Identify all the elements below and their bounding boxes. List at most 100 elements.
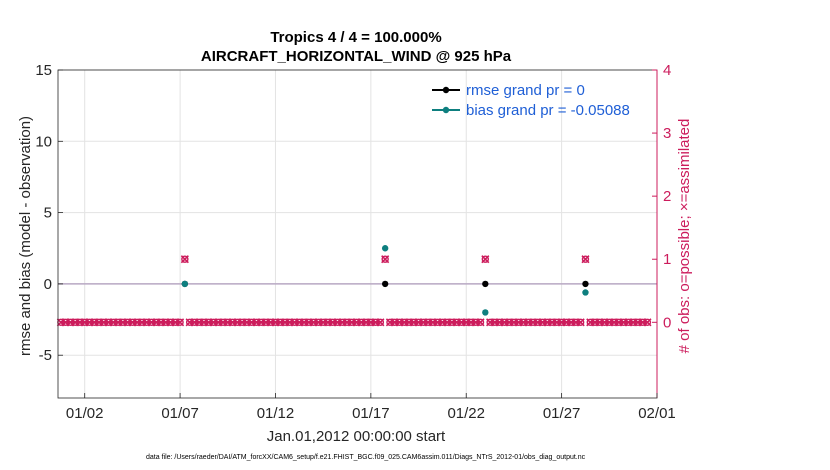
obs-possible-marker [395,318,404,327]
obs-possible-marker [638,318,647,327]
obs-possible-marker [605,318,614,327]
y-right-tick-label: 0 [663,314,671,331]
obs-possible-marker [529,318,537,327]
obs-possible-marker [519,318,528,327]
obs-possible-marker [214,318,222,327]
obs-possible-marker [553,318,561,327]
obs-possible-marker [247,318,256,327]
obs-assimilated-marker [481,255,490,264]
obs-possible-marker [128,318,137,327]
obs-possible-marker [114,318,122,327]
rmse-point [582,280,589,288]
obs-possible-marker [576,318,585,327]
obs-possible-marker [510,318,518,327]
bias-point [181,280,189,288]
obs-possible-marker [76,318,84,327]
obs-possible-marker [629,318,637,327]
obs-possible-marker [205,318,213,327]
obs-possible-marker [324,318,332,327]
obs-possible-marker [371,318,380,327]
obs-possible-marker [457,318,466,327]
obs-possible-marker [66,318,75,327]
obs-possible-marker [100,318,108,327]
obs-possible-marker [619,318,628,327]
obs-possible-marker [71,318,79,327]
legend-bias-marker [442,106,450,114]
legend-rmse-label: rmse grand pr = 0 [466,82,585,99]
obs-possible-marker [286,318,294,327]
obs-possible-marker [157,318,165,327]
obs-possible-marker [472,318,480,327]
obs-possible-marker [376,318,385,327]
obs-possible-marker [581,255,590,263]
obs-possible-marker [500,318,509,327]
obs-possible-marker [567,318,575,327]
obs-possible-marker [143,318,151,327]
y-right-tick-label: 3 [663,125,671,142]
obs-count-point [180,255,189,264]
obs-possible-marker [433,318,442,327]
obs-possible-marker [462,318,470,327]
obs-possible-marker [600,318,609,327]
obs-possible-marker [534,318,542,327]
obs-possible-marker [238,318,246,327]
obs-possible-marker [271,318,280,327]
obs-count-point [581,255,590,264]
obs-possible-marker [257,318,265,327]
x-tick-label: 01/07 [161,405,199,422]
obs-possible-marker [162,318,170,327]
rmse-point [381,280,389,288]
obs-possible-marker [486,318,494,327]
obs-count-point [376,318,385,327]
legend-bias-label: bias grand pr = -0.05088 [466,102,630,119]
obs-possible-marker [634,318,642,327]
x-tick-label: 01/02 [66,405,104,422]
y-right-tick-label: 4 [663,62,671,79]
obs-possible-marker [267,318,275,327]
obs-possible-marker [562,318,571,327]
y-right-tick-label: 2 [663,188,671,205]
obs-assimilated-marker [581,255,590,264]
obs-possible-marker [452,318,461,327]
obs-possible-marker [176,318,184,327]
obs-possible-marker [367,318,375,327]
obs-possible-marker [400,318,408,327]
obs-possible-marker [514,318,523,327]
chart-title-line1: Tropics 4 / 4 = 100.000% [270,29,441,46]
obs-possible-marker [557,318,566,327]
obs-possible-marker [424,318,432,327]
obs-count-point [576,318,585,327]
obs-possible-marker [190,318,199,327]
obs-possible-marker [495,318,504,327]
obs-possible-marker [200,318,208,327]
obs-possible-marker [181,255,189,263]
obs-possible-marker [290,318,299,327]
obs-count-point [643,318,652,327]
obs-possible-marker [133,318,141,327]
y-axis-label-left: rmse and bias (model - observation) [17,116,34,356]
y-axis-label-right: # of obs: o=possible; ×=assimilated [676,119,693,354]
obs-assimilated-marker [381,255,390,264]
bias-point [482,309,489,316]
y-left-tick-label: 10 [35,133,52,150]
obs-possible-marker [209,318,218,327]
obs-possible-marker [348,318,356,327]
obs-possible-marker [410,318,418,327]
obs-possible-marker [443,318,451,327]
obs-possible-marker [524,318,532,327]
obs-possible-marker [419,318,428,327]
obs-possible-marker [171,318,180,327]
obs-possible-marker [147,318,156,327]
obs-possible-marker [314,318,323,327]
obs-assimilated-marker [176,318,185,327]
obs-possible-marker [357,318,366,327]
obs-possible-marker [119,318,127,327]
obs-assimilated-marker [180,255,189,264]
obs-possible-marker [185,318,194,327]
obs-possible-marker [295,318,304,327]
obs-possible-marker [61,318,70,327]
obs-possible-marker [505,318,513,327]
obs-possible-marker [429,318,437,327]
plot-area [58,70,657,398]
